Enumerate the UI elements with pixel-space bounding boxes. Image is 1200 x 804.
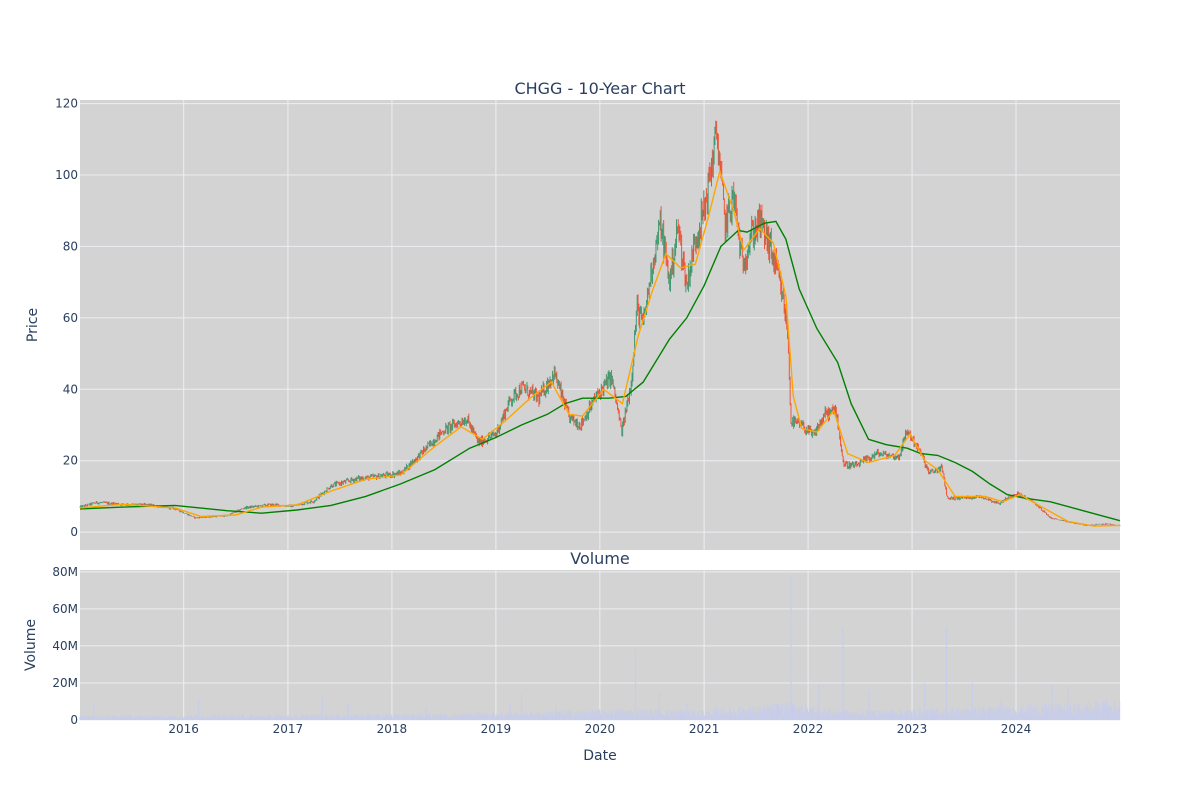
x-tick-label: 2018	[377, 722, 408, 736]
volume-y-ticks: 0 20M 40M 60M 80M	[52, 565, 78, 727]
price-y-tick-label: 40	[63, 382, 78, 396]
price-y-ticks: 0 20 40 60 80 100 120	[55, 97, 78, 540]
slow-moving-average-line	[79, 220, 1121, 522]
price-y-tick-label: 20	[63, 454, 78, 468]
x-tick-label: 2019	[481, 722, 512, 736]
price-y-tick-label: 80	[63, 239, 78, 253]
price-y-tick-label: 60	[63, 311, 78, 325]
volume-y-tick-label: 20M	[52, 676, 78, 690]
x-tick-label: 2023	[897, 722, 928, 736]
price-panel: 0 20 40 60 80 100 120 CHGG - 10-Year Chart Pri…	[25, 79, 1121, 550]
volume-y-tick-label: 80M	[52, 565, 78, 579]
volume-x-ticks: 2016 2017 2018 2019 2020 2021 2022 2023 2024	[168, 722, 1031, 736]
price-y-tick-label: 120	[55, 97, 78, 111]
x-axis-title: Date	[583, 748, 616, 764]
volume-y-tick-label: 60M	[52, 602, 78, 616]
price-y-tick-label: 100	[55, 168, 78, 182]
volume-bars	[79, 575, 1121, 720]
volume-subplot-title: Volume	[570, 549, 630, 568]
volume-y-tick-label: 40M	[52, 639, 78, 653]
price-y-axis-title: Price	[25, 308, 41, 342]
x-tick-label: 2021	[689, 722, 720, 736]
chart-title: CHGG - 10-Year Chart	[514, 79, 685, 98]
price-grid	[80, 100, 1120, 550]
x-tick-label: 2016	[168, 722, 199, 736]
price-moving-averages	[79, 168, 1121, 527]
x-tick-label: 2020	[585, 722, 616, 736]
x-tick-label: 2024	[1001, 722, 1032, 736]
x-tick-label: 2017	[273, 722, 304, 736]
volume-y-tick-label: 0	[70, 713, 78, 727]
fast-moving-average-line	[79, 168, 1121, 527]
x-tick-label: 2022	[793, 722, 824, 736]
price-y-tick-label: 0	[70, 525, 78, 539]
volume-y-axis-title: Volume	[23, 619, 39, 671]
